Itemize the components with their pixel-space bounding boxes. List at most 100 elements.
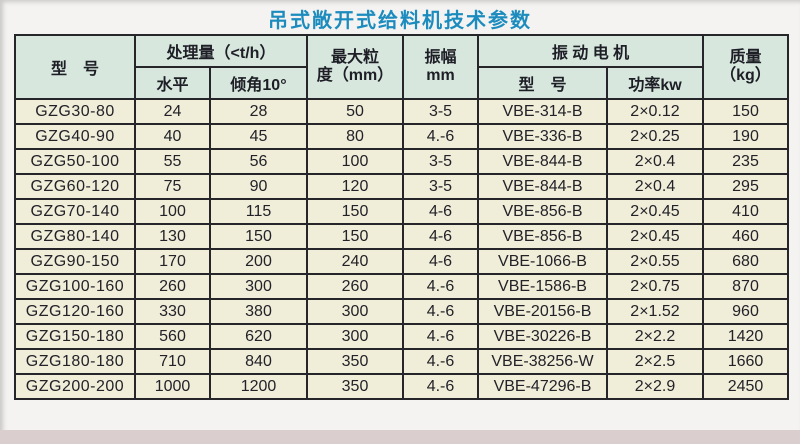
table-row: GZG180-180 710 840 350 4.-6 VBE-38256-W 2×2.5 1… bbox=[14, 348, 789, 375]
header-capacity-group: 处理量（<t/h） bbox=[134, 34, 308, 68]
cell-max-size: 260 bbox=[306, 273, 404, 300]
page-title: 吊式敞开式给料机技术参数 bbox=[268, 10, 532, 32]
cell-max-size: 300 bbox=[306, 323, 404, 350]
cell-motor-model: VBE-844-B bbox=[477, 148, 608, 175]
cell-capacity-incline: 1200 bbox=[209, 373, 308, 400]
cell-model: GZG40-90 bbox=[14, 123, 136, 150]
cell-capacity-horizontal: 100 bbox=[134, 198, 211, 225]
cell-motor-power: 2×0.45 bbox=[606, 223, 704, 250]
cell-motor-power: 2×0.55 bbox=[606, 248, 704, 275]
cell-amplitude: 4-6 bbox=[402, 198, 479, 225]
cell-mass: 960 bbox=[702, 298, 789, 325]
cell-model: GZG90-150 bbox=[14, 248, 136, 275]
cell-max-size: 120 bbox=[306, 173, 404, 200]
cell-capacity-horizontal: 24 bbox=[134, 98, 211, 125]
table-row: GZG90-150 170 200 240 4-6 VBE-1066-B 2×0.55 680 bbox=[14, 248, 789, 275]
cell-amplitude: 4-6 bbox=[402, 223, 479, 250]
cell-capacity-incline: 380 bbox=[209, 298, 308, 325]
cell-capacity-horizontal: 710 bbox=[134, 348, 211, 375]
cell-motor-model: VBE-856-B bbox=[477, 223, 608, 250]
cell-motor-power: 2×0.4 bbox=[606, 148, 704, 175]
cell-capacity-incline: 300 bbox=[209, 273, 308, 300]
cell-max-size: 350 bbox=[306, 373, 404, 400]
header-amplitude-line2: mm bbox=[426, 67, 455, 84]
table-row: GZG150-180 560 620 300 4.-6 VBE-30226-B 2×2.2 1… bbox=[14, 323, 789, 350]
cell-motor-power: 2×2.5 bbox=[606, 348, 704, 375]
cell-capacity-incline: 620 bbox=[209, 323, 308, 350]
cell-motor-model: VBE-844-B bbox=[477, 173, 608, 200]
cell-model: GZG120-160 bbox=[14, 298, 136, 325]
cell-mass: 680 bbox=[702, 248, 789, 275]
cell-motor-model: VBE-1066-B bbox=[477, 248, 608, 275]
table-row: GZG60-120 75 90 120 3-5 VBE-844-B 2×0.4 295 bbox=[14, 173, 789, 200]
cell-amplitude: 3-5 bbox=[402, 173, 479, 200]
cell-capacity-horizontal: 170 bbox=[134, 248, 211, 275]
cell-mass: 410 bbox=[702, 198, 789, 225]
cell-max-size: 50 bbox=[306, 98, 404, 125]
cell-amplitude: 4.-6 bbox=[402, 348, 479, 375]
table-row: GZG80-140 130 150 150 4-6 VBE-856-B 2×0.45 460 bbox=[14, 223, 789, 250]
cell-motor-power: 2×0.4 bbox=[606, 173, 704, 200]
cell-capacity-incline: 115 bbox=[209, 198, 308, 225]
cell-capacity-incline: 28 bbox=[209, 98, 308, 125]
header-max-size-line1: 最大粒 bbox=[330, 48, 379, 66]
spec-table: 型 号 处理量（<t/h） 最大粒 度（mm） 振幅 mm 振 动 电 机 质量… bbox=[14, 34, 789, 400]
cell-motor-model: VBE-38256-W bbox=[477, 348, 608, 375]
cell-max-size: 100 bbox=[306, 148, 404, 175]
cell-mass: 150 bbox=[702, 98, 789, 125]
cell-capacity-horizontal: 560 bbox=[134, 323, 211, 350]
header-capacity-horizontal: 水平 bbox=[134, 66, 211, 100]
cell-model: GZG60-120 bbox=[14, 173, 136, 200]
cell-max-size: 240 bbox=[306, 248, 404, 275]
table-row: GZG100-160 260 300 260 4.-6 VBE-1586-B 2×0.75 8… bbox=[14, 273, 789, 300]
header-max-size: 最大粒 度（mm） bbox=[306, 34, 404, 100]
table-row: GZG40-90 40 45 80 4.-6 VBE-336-B 2×0.25 190 bbox=[14, 123, 789, 150]
cell-capacity-incline: 840 bbox=[209, 348, 308, 375]
cell-motor-power: 2×0.45 bbox=[606, 198, 704, 225]
cell-mass: 190 bbox=[702, 123, 789, 150]
cell-max-size: 150 bbox=[306, 223, 404, 250]
cell-capacity-horizontal: 40 bbox=[134, 123, 211, 150]
cell-model: GZG100-160 bbox=[14, 273, 136, 300]
cell-max-size: 350 bbox=[306, 348, 404, 375]
cell-capacity-incline: 45 bbox=[209, 123, 308, 150]
header-amplitude-line1: 振幅 bbox=[424, 48, 457, 66]
cell-motor-power: 2×0.75 bbox=[606, 273, 704, 300]
cell-model: GZG50-100 bbox=[14, 148, 136, 175]
cell-motor-model: VBE-336-B bbox=[477, 123, 608, 150]
spec-table-header: 型 号 处理量（<t/h） 最大粒 度（mm） 振幅 mm 振 动 电 机 质量… bbox=[14, 34, 789, 100]
header-motor-power: 功率kw bbox=[606, 66, 704, 100]
cell-max-size: 80 bbox=[306, 123, 404, 150]
header-max-size-line2: 度（mm） bbox=[316, 67, 394, 84]
cell-motor-power: 2×1.52 bbox=[606, 298, 704, 325]
cell-model: GZG70-140 bbox=[14, 198, 136, 225]
cell-motor-power: 2×2.2 bbox=[606, 323, 704, 350]
cell-capacity-horizontal: 1000 bbox=[134, 373, 211, 400]
header-model: 型 号 bbox=[14, 34, 136, 100]
cell-capacity-incline: 56 bbox=[209, 148, 308, 175]
cell-amplitude: 3-5 bbox=[402, 148, 479, 175]
cell-motor-model: VBE-20156-B bbox=[477, 298, 608, 325]
cell-model: GZG200-200 bbox=[14, 373, 136, 400]
cell-amplitude: 4.-6 bbox=[402, 273, 479, 300]
cell-motor-model: VBE-314-B bbox=[477, 98, 608, 125]
cell-motor-model: VBE-30226-B bbox=[477, 323, 608, 350]
table-row: GZG50-100 55 56 100 3-5 VBE-844-B 2×0.4 235 bbox=[14, 148, 789, 175]
cell-capacity-horizontal: 75 bbox=[134, 173, 211, 200]
cell-model: GZG30-80 bbox=[14, 98, 136, 125]
header-motor-group: 振 动 电 机 bbox=[477, 34, 704, 68]
cell-motor-model: VBE-856-B bbox=[477, 198, 608, 225]
cell-amplitude: 4.-6 bbox=[402, 373, 479, 400]
cell-motor-model: VBE-1586-B bbox=[477, 273, 608, 300]
table-row: GZG120-160 330 380 300 4.-6 VBE-20156-B 2×1.52… bbox=[14, 298, 789, 325]
cell-mass: 460 bbox=[702, 223, 789, 250]
cell-amplitude: 4.-6 bbox=[402, 123, 479, 150]
header-amplitude: 振幅 mm bbox=[402, 34, 479, 100]
cell-max-size: 300 bbox=[306, 298, 404, 325]
table-row: GZG70-140 100 115 150 4-6 VBE-856-B 2×0.45 410 bbox=[14, 198, 789, 225]
cell-motor-power: 2×0.12 bbox=[606, 98, 704, 125]
cell-capacity-horizontal: 130 bbox=[134, 223, 211, 250]
table-row: GZG200-200 1000 1200 350 4.-6 VBE-47296-B 2×2.… bbox=[14, 373, 789, 400]
header-mass: 质量 （kg） bbox=[702, 34, 789, 100]
header-motor-model: 型 号 bbox=[477, 66, 608, 100]
